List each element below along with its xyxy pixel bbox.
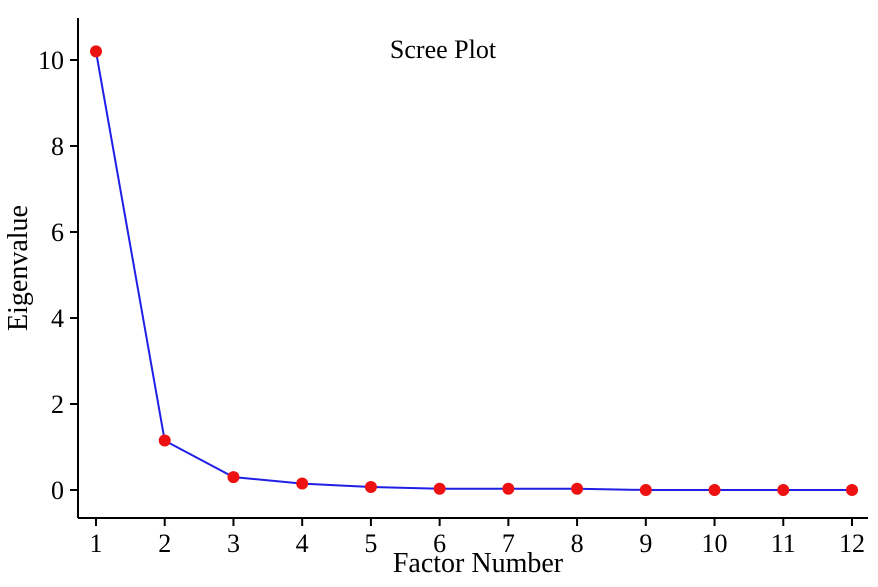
y-tick-label: 0 xyxy=(51,476,64,505)
data-point xyxy=(90,45,102,58)
x-tick-label: 5 xyxy=(364,529,377,558)
x-tick-label: 9 xyxy=(639,529,652,558)
y-axis-title: Eigenvalue xyxy=(3,205,34,331)
y-tick-label: 4 xyxy=(51,304,64,333)
data-point xyxy=(639,484,652,496)
x-tick-label: 11 xyxy=(771,529,796,558)
y-tick-label: 8 xyxy=(51,132,64,161)
x-tick-label: 1 xyxy=(90,529,103,558)
data-point xyxy=(227,471,240,484)
x-tick-label: 8 xyxy=(571,529,584,558)
data-point xyxy=(158,434,171,447)
y-tick-label: 10 xyxy=(38,46,64,75)
data-point xyxy=(433,482,446,495)
data-point xyxy=(571,482,584,495)
y-tick-label: 2 xyxy=(51,390,64,419)
y-tick-label: 6 xyxy=(51,218,64,247)
x-axis-title: Factor Number xyxy=(393,548,564,579)
data-point xyxy=(364,480,377,493)
series-line xyxy=(95,51,852,491)
x-tick-label: 12 xyxy=(839,529,865,558)
x-tick-label: 10 xyxy=(702,529,728,558)
x-tick-label: 3 xyxy=(227,529,240,558)
x-tick-label: 4 xyxy=(296,529,309,558)
chart-title: Scree Plot xyxy=(390,35,497,64)
x-tick-label: 2 xyxy=(158,529,171,558)
x-tick-label: 6 xyxy=(433,529,446,558)
data-point xyxy=(296,477,309,490)
data-point xyxy=(502,482,515,495)
data-point xyxy=(777,484,790,496)
x-tick-label: 7 xyxy=(502,529,515,558)
data-point xyxy=(846,484,858,496)
data-point xyxy=(708,484,721,496)
